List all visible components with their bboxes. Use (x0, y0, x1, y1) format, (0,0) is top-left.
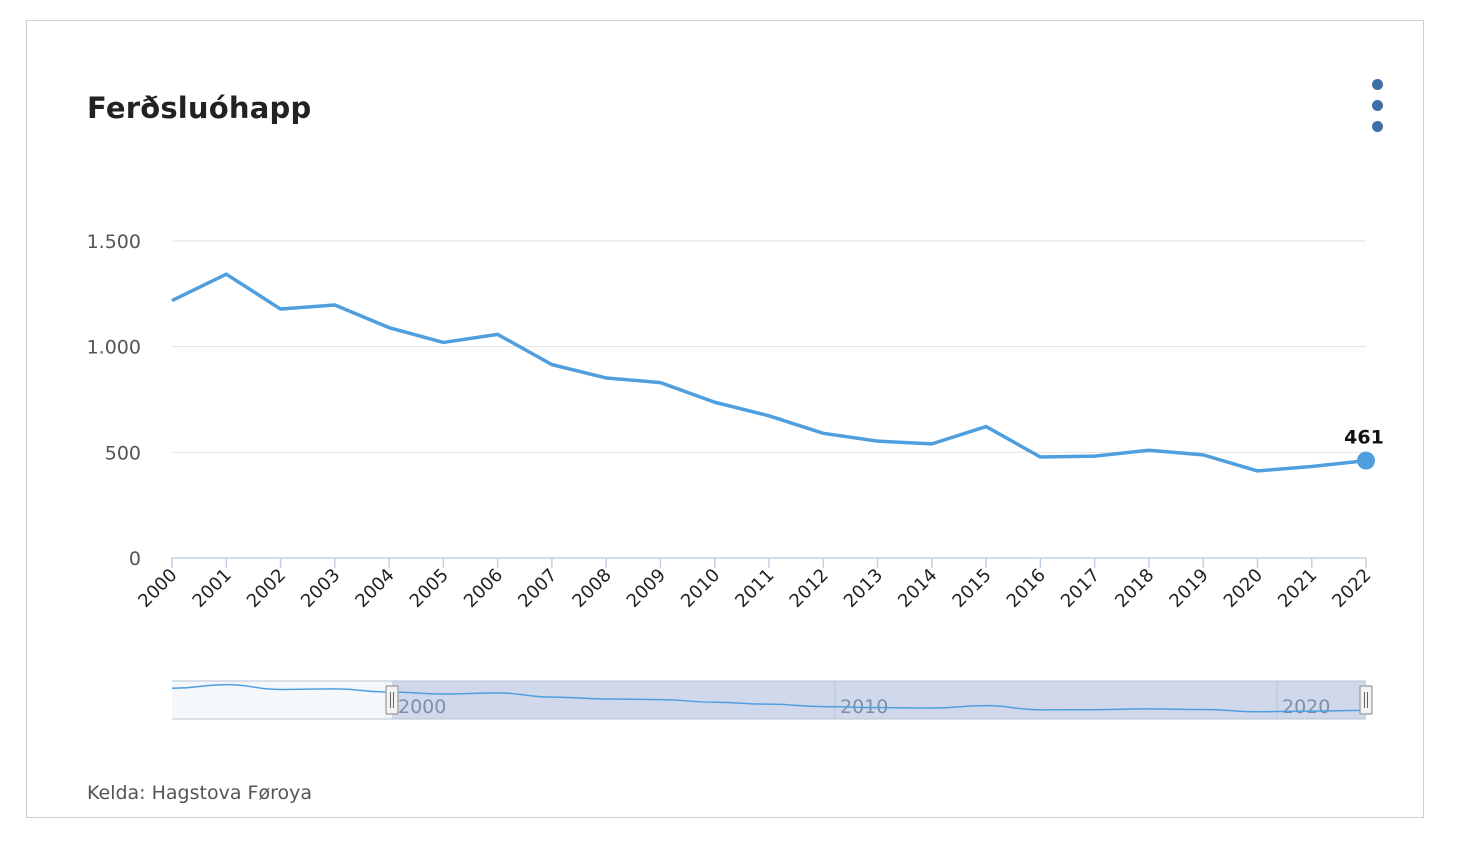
last-point-marker (1357, 451, 1375, 470)
y-tick-label: 0 (129, 548, 141, 570)
range-navigator: 2000 2010 2020 (171, 680, 1373, 720)
dots-vertical-icon[interactable] (1365, 75, 1389, 135)
x-tick-label: 2010 (677, 565, 724, 612)
x-tick-label: 2001 (189, 565, 236, 612)
series-line-group: 461 (171, 272, 1384, 473)
y-tick-label: 1.500 (87, 231, 141, 253)
navigator-selected-range (392, 681, 1366, 719)
x-tick-label: 2005 (406, 565, 453, 612)
navigator-left-handle[interactable] (385, 685, 399, 715)
x-tick-label: 2002 (243, 565, 290, 612)
x-tick-label: 2012 (786, 565, 833, 612)
x-tick-label: 2016 (1003, 565, 1050, 612)
grid-lines (172, 240, 1366, 453)
x-tick-label: 2000 (134, 565, 181, 612)
x-tick-label: 2013 (840, 565, 887, 612)
chart-title: Ferðsluóhapp (87, 91, 312, 125)
x-tick-label: 2014 (894, 565, 941, 612)
x-tick-label: 2020 (1220, 565, 1267, 612)
series-line (171, 272, 1367, 473)
x-tick-label: 2018 (1111, 565, 1158, 612)
x-tick-label: 2004 (351, 565, 398, 612)
x-axis: 2000 2001 2002 2003 2004 2005 2006 2007 2008 2009… (134, 557, 1376, 612)
y-tick-label: 1.000 (87, 337, 141, 359)
x-tick-label: 2021 (1274, 565, 1321, 612)
x-tick-label: 2007 (514, 565, 561, 612)
x-tick-label: 2011 (731, 565, 778, 612)
x-tick-label: 2009 (623, 565, 670, 612)
x-tick-label: 2019 (1165, 565, 1212, 612)
x-tick-label: 2008 (568, 565, 615, 612)
y-axis-ticks: 0 500 1.000 1.500 (87, 231, 141, 570)
navigator-right-handle[interactable] (1359, 685, 1373, 715)
x-tick-label: 2006 (460, 565, 507, 612)
x-tick-label: 2015 (948, 565, 995, 612)
navigator-label: 2000 (398, 696, 446, 718)
source-credit: Kelda: Hagstova Føroya (87, 782, 312, 804)
x-tick-label: 2003 (297, 565, 344, 612)
navigator-label: 2020 (1282, 696, 1330, 718)
y-tick-label: 500 (105, 442, 141, 464)
navigator-series-line (171, 683, 1367, 713)
x-tick-label: 2017 (1057, 565, 1104, 612)
x-tick-label: 2022 (1328, 565, 1375, 612)
last-point-data-label: 461 (1344, 427, 1384, 449)
